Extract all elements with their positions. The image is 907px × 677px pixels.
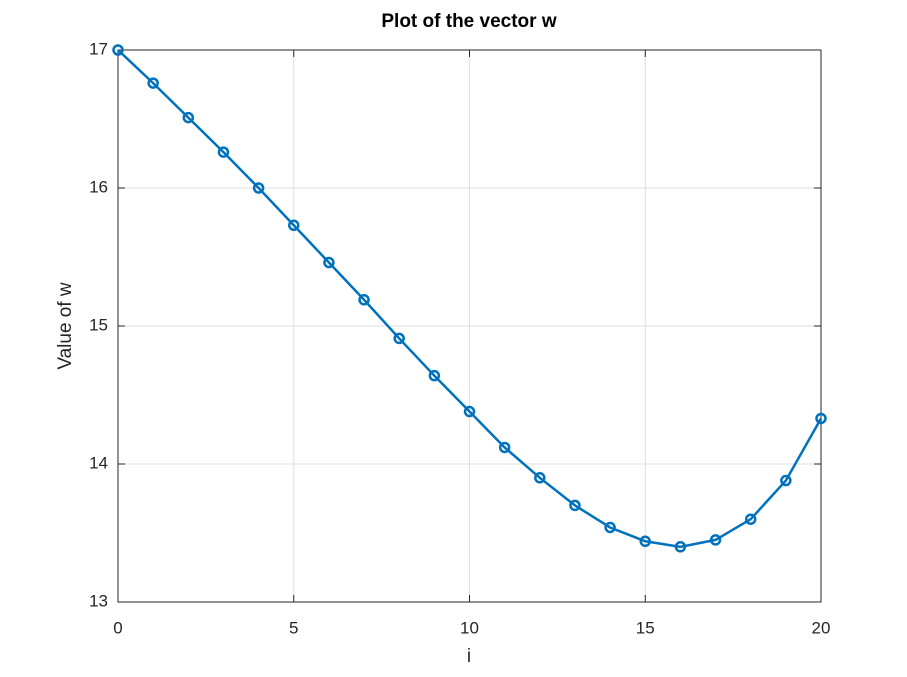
x-tick-label: 20 [812,618,831,637]
chart-title: Plot of the vector w [381,11,556,32]
y-tick-label: 15 [89,315,108,334]
data-point [323,256,335,269]
y-axis-label: Value of w [55,282,76,370]
data-point [393,332,405,345]
data-point [604,521,616,534]
data-point [112,44,124,56]
data-point [358,294,370,306]
data-point [252,182,265,194]
data-point [217,146,230,158]
data-point [639,535,651,548]
data-point [463,405,476,418]
data-point [709,534,722,546]
x-tick-label: 0 [113,618,122,637]
x-axis-label: i [467,646,471,667]
y-tick-label: 14 [89,453,108,472]
data-point [674,541,687,553]
data-point [428,369,441,382]
x-tick-label: 5 [289,618,298,637]
data-point [815,412,827,425]
data-point [288,219,300,232]
data-point [147,77,159,89]
x-tick-label: 15 [636,618,655,637]
axes-box [117,49,822,603]
data-point [569,499,581,512]
y-tick-label: 17 [89,39,108,58]
data-point [498,441,511,454]
data-point [182,111,195,124]
y-tick-label: 13 [89,591,108,610]
data-point [534,472,546,484]
x-tick-label: 10 [460,618,479,637]
data-point [744,513,757,525]
data-point [780,474,792,487]
data-line [117,49,823,549]
y-tick-label: 16 [89,177,108,196]
